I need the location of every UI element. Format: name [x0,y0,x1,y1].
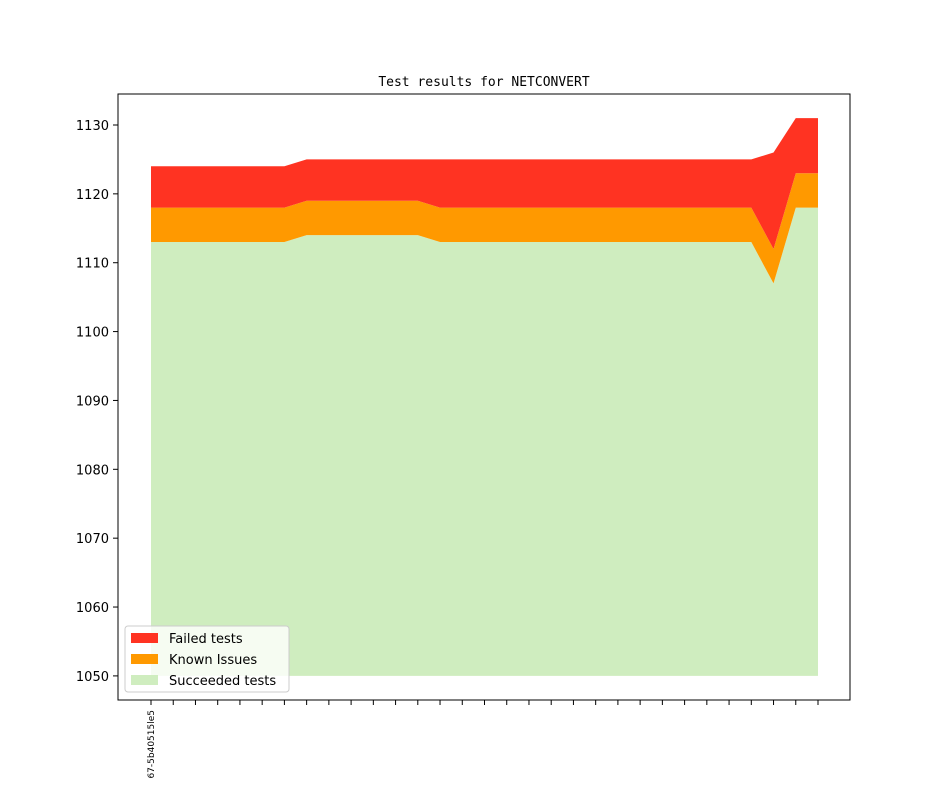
legend-label: Known Issues [169,653,257,668]
area-known-issues [151,173,818,284]
y-tick-label: 1080 [76,463,109,478]
legend-swatch [131,675,158,685]
y-tick-label: 1110 [76,257,109,272]
area-failed-tests [151,118,818,249]
x-axis: 67-5b40515le5 [147,700,819,779]
legend-swatch [131,633,158,643]
y-tick-label: 1090 [76,394,109,409]
y-tick-label: 1050 [76,670,109,685]
y-tick-label: 1130 [76,119,109,134]
area-succeeded-tests [151,207,818,676]
y-tick-label: 1070 [76,532,109,547]
y-tick-label: 1120 [76,188,109,203]
legend: Failed tests Known Issues Succeeded tests [124,625,290,693]
y-tick-label: 1100 [76,326,109,341]
legend-swatch [131,654,158,664]
chart-title: Test results for NETCONVERT [378,75,589,90]
area-series-group [151,118,818,676]
legend-box [124,625,290,693]
legend-label: Succeeded tests [169,674,276,689]
y-axis: 1050 1060 1070 1080 1090 1100 1110 1120 1130 [76,119,118,685]
x-tick-label: 67-5b40515le5 [147,710,157,779]
y-tick-label: 1060 [76,601,109,616]
legend-label: Failed tests [169,632,243,647]
